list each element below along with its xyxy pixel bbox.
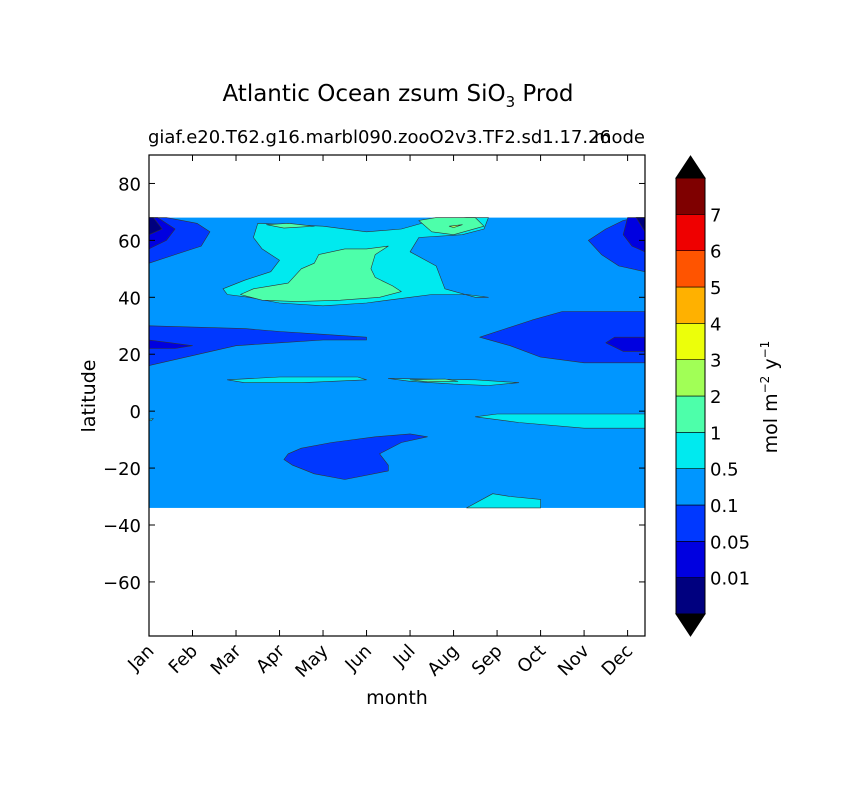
colorbar-swatch-5	[675, 395, 706, 433]
colorbar-swatch-4	[675, 432, 706, 469]
colorbar-swatch-6	[675, 359, 706, 397]
contour-region-15	[227, 376, 367, 384]
contour-region-14	[605, 336, 645, 352]
colorbar-swatch-2	[675, 504, 706, 542]
contour-region-9	[266, 223, 315, 229]
colorbar-label-exp1: −2	[758, 376, 772, 394]
x-axis-label: month	[366, 687, 428, 709]
contour-region-19	[466, 493, 541, 509]
contour-region-13	[479, 311, 645, 364]
y-tick-label: 40	[118, 288, 141, 309]
colorbar-swatch-7	[675, 323, 706, 360]
colorbar-tick-label: 1	[710, 423, 721, 444]
colorbar-frame	[675, 177, 706, 615]
colorbar-tick-label: 2	[710, 387, 721, 408]
contour-region-5	[635, 217, 645, 233]
y-tick-label: 0	[130, 402, 141, 423]
contour-region-10	[240, 245, 402, 302]
y-axis-label: latitude	[78, 360, 100, 433]
colorbar-label: mol m−2 y−1	[758, 341, 782, 454]
x-tick-label-mar: Mar	[207, 640, 246, 679]
plot-area	[148, 154, 646, 637]
x-tick-label-apr: Apr	[252, 640, 289, 677]
x-tick-label-jun: Jun	[341, 641, 376, 676]
contour-region-2	[149, 217, 163, 235]
colorbar-swatch-1	[675, 541, 706, 578]
y-tick-label: −40	[103, 516, 141, 537]
x-tick-label-may: May	[291, 640, 332, 681]
colorbar-tick-label: 0.1	[710, 496, 739, 517]
colorbar-tick-label: 3	[710, 351, 721, 372]
x-tick-label-jan: Jan	[123, 641, 158, 676]
x-tick-label-nov: Nov	[554, 640, 594, 680]
colorbar-label-exp2: −1	[758, 341, 772, 359]
y-tick-label: 20	[118, 345, 141, 366]
contour-region-11	[149, 325, 367, 366]
x-tick-label-aug: Aug	[423, 641, 463, 681]
contour-region-12	[149, 339, 193, 349]
colorbar-extend-top	[675, 155, 706, 179]
colorbar-tick-label: 6	[710, 242, 721, 263]
chart-title-main: Atlantic Ocean zsum SiO	[222, 81, 505, 107]
y-axis: 80 60 40 20 0 −20 −40 −60	[103, 174, 645, 594]
colorbar-swatch-10	[675, 214, 706, 251]
contour-region-21	[149, 418, 154, 422]
x-tick-label-jul: Jul	[389, 641, 420, 672]
chart-title-suffix: Prod	[515, 81, 573, 107]
plot-frame	[148, 154, 646, 637]
chart-title-subscript: 3	[506, 93, 516, 111]
colorbar-swatch-11	[675, 177, 706, 215]
colorbar-label-mid: y	[760, 358, 782, 375]
contour-region-17	[409, 378, 459, 383]
colorbar-swatch-9	[675, 250, 706, 288]
colorbar-swatch-3	[675, 468, 706, 506]
y-tick-label: 80	[118, 174, 141, 195]
colorbar-tick-label: 4	[710, 314, 721, 335]
y-tick-label: −60	[103, 573, 141, 594]
chart-subtitle-right: mode	[594, 127, 645, 148]
contour-region-18	[474, 413, 645, 429]
colorbar-tick-label: 5	[710, 278, 721, 299]
x-tick-label-dec: Dec	[598, 641, 637, 680]
colorbar-tick-label: 0.05	[710, 532, 750, 553]
colorbar-swatch-0	[675, 577, 706, 615]
y-tick-label: 60	[118, 231, 141, 252]
chart-subtitle-left: giaf.e20.T62.g16.marbl090.zooO2v3.TF2.sd…	[148, 127, 611, 148]
colorbar: 0.01 0.05 0.1 0.5 1 2 3 4 5 6 7	[675, 155, 750, 637]
colorbar-tick-label: 7	[710, 205, 721, 226]
contour-region-20	[283, 433, 428, 480]
colorbar-tick-label: 0.01	[710, 569, 750, 590]
colorbar-tick-label: 0.5	[710, 460, 739, 481]
chart-title: Atlantic Ocean zsum SiO3 Prod	[222, 81, 573, 111]
contour-fill	[149, 217, 645, 509]
x-tick-label-sep: Sep	[468, 641, 507, 680]
x-tick-label-feb: Feb	[165, 641, 202, 678]
colorbar-extend-bottom	[675, 613, 706, 637]
y-tick-label: −20	[103, 459, 141, 480]
colorbar-swatch-8	[675, 286, 706, 324]
contour-region-8	[448, 224, 463, 228]
colorbar-label-main: mol m	[760, 393, 782, 453]
x-tick-label-oct: Oct	[513, 641, 550, 678]
